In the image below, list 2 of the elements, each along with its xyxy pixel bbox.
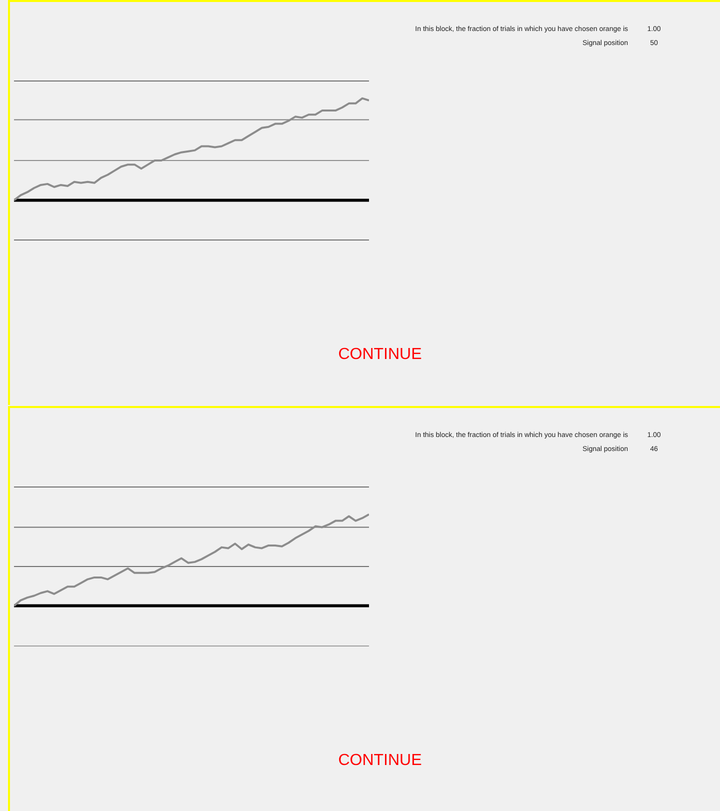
text: CONTINUE	[337, 752, 423, 770]
text: CONTINUE	[337, 346, 423, 364]
